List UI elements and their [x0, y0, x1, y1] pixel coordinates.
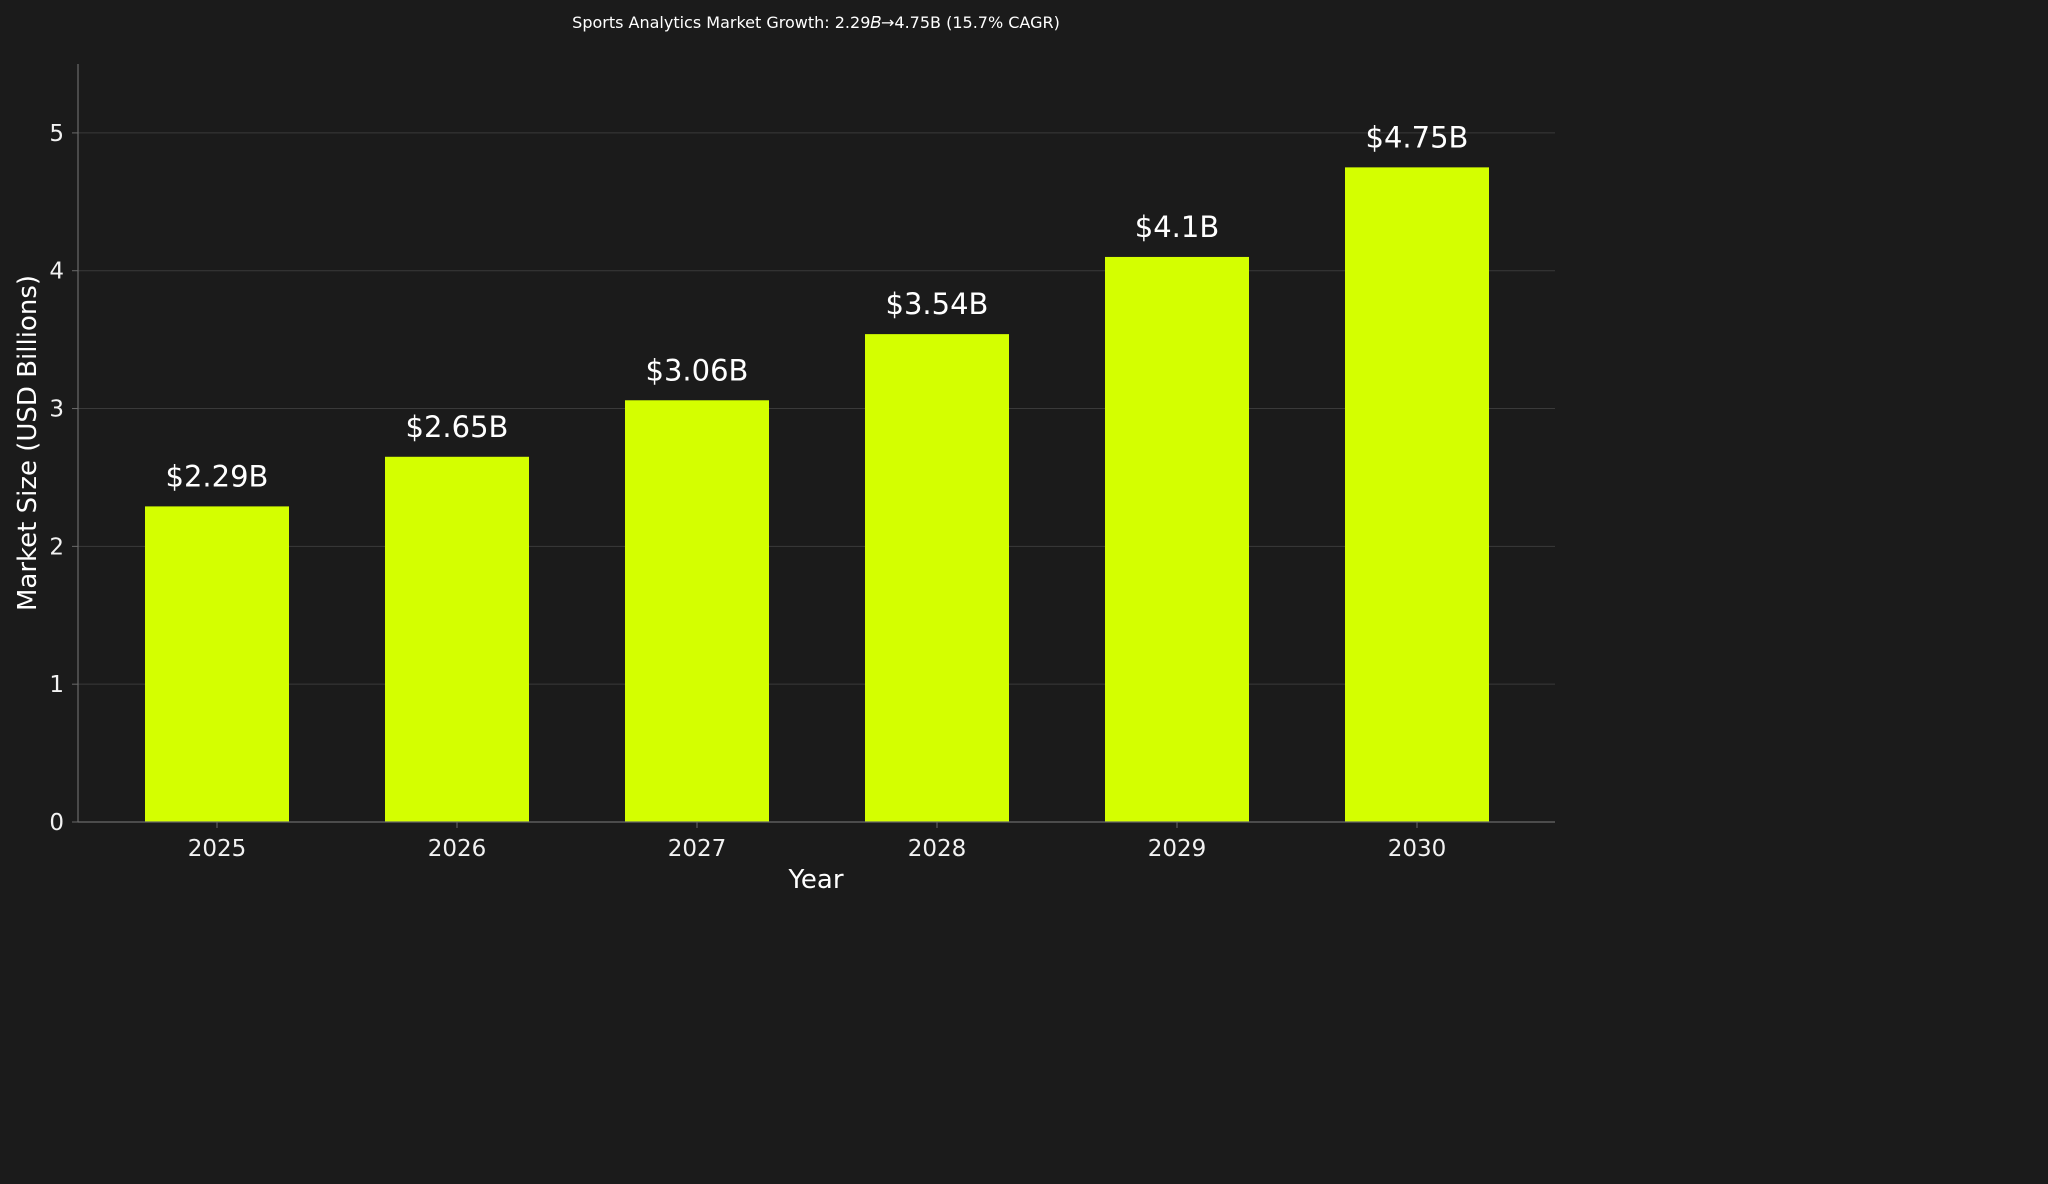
- chart-container: 0 1 2 3 4 5 2025 2026 2027 2028 2029 2030 $2.29B $2.…: [13, 13, 1555, 895]
- bars: [145, 167, 1489, 823]
- tick-labels: 0 1 2 3 4 5 2025 2026 2027 2028 2029 2030: [49, 121, 1446, 862]
- x-tick-label: 2028: [908, 836, 967, 862]
- x-tick-label: 2029: [1148, 836, 1207, 862]
- y-tick-label: 4: [49, 259, 64, 285]
- y-tick-label: 3: [49, 397, 64, 423]
- gridlines: [78, 132, 1555, 685]
- data-labels: $2.29B $2.65B $3.06B $3.54B $4.1B $4.75B: [166, 120, 1469, 493]
- chart-title: Sports Analytics Market Growth: 2.29𝐵→4.…: [572, 13, 1060, 32]
- data-label: $4.75B: [1366, 120, 1469, 154]
- x-axis-label: Year: [787, 865, 843, 895]
- data-label: $2.29B: [166, 459, 269, 493]
- bar-2025: [145, 506, 289, 822]
- data-label: $3.06B: [646, 353, 749, 387]
- bar-2026: [385, 456, 529, 822]
- data-label: $3.54B: [886, 287, 989, 321]
- bar-2027: [625, 400, 769, 822]
- x-tick-label: 2030: [1388, 836, 1447, 862]
- x-tick-label: 2027: [668, 836, 727, 862]
- x-tick-label: 2026: [428, 836, 487, 862]
- bar-2028: [865, 334, 1009, 822]
- y-tick-label: 2: [49, 534, 64, 560]
- y-axis-label: Market Size (USD Billions): [13, 275, 43, 611]
- x-tick-label: 2025: [188, 836, 247, 862]
- y-tick-label: 1: [49, 672, 64, 698]
- data-label: $2.65B: [406, 410, 509, 444]
- y-tick-label: 0: [49, 810, 64, 836]
- axes: [72, 64, 1555, 828]
- bar-2030: [1345, 167, 1489, 822]
- y-tick-label: 5: [49, 121, 64, 147]
- bar-2029: [1105, 256, 1249, 823]
- data-label: $4.1B: [1135, 210, 1219, 244]
